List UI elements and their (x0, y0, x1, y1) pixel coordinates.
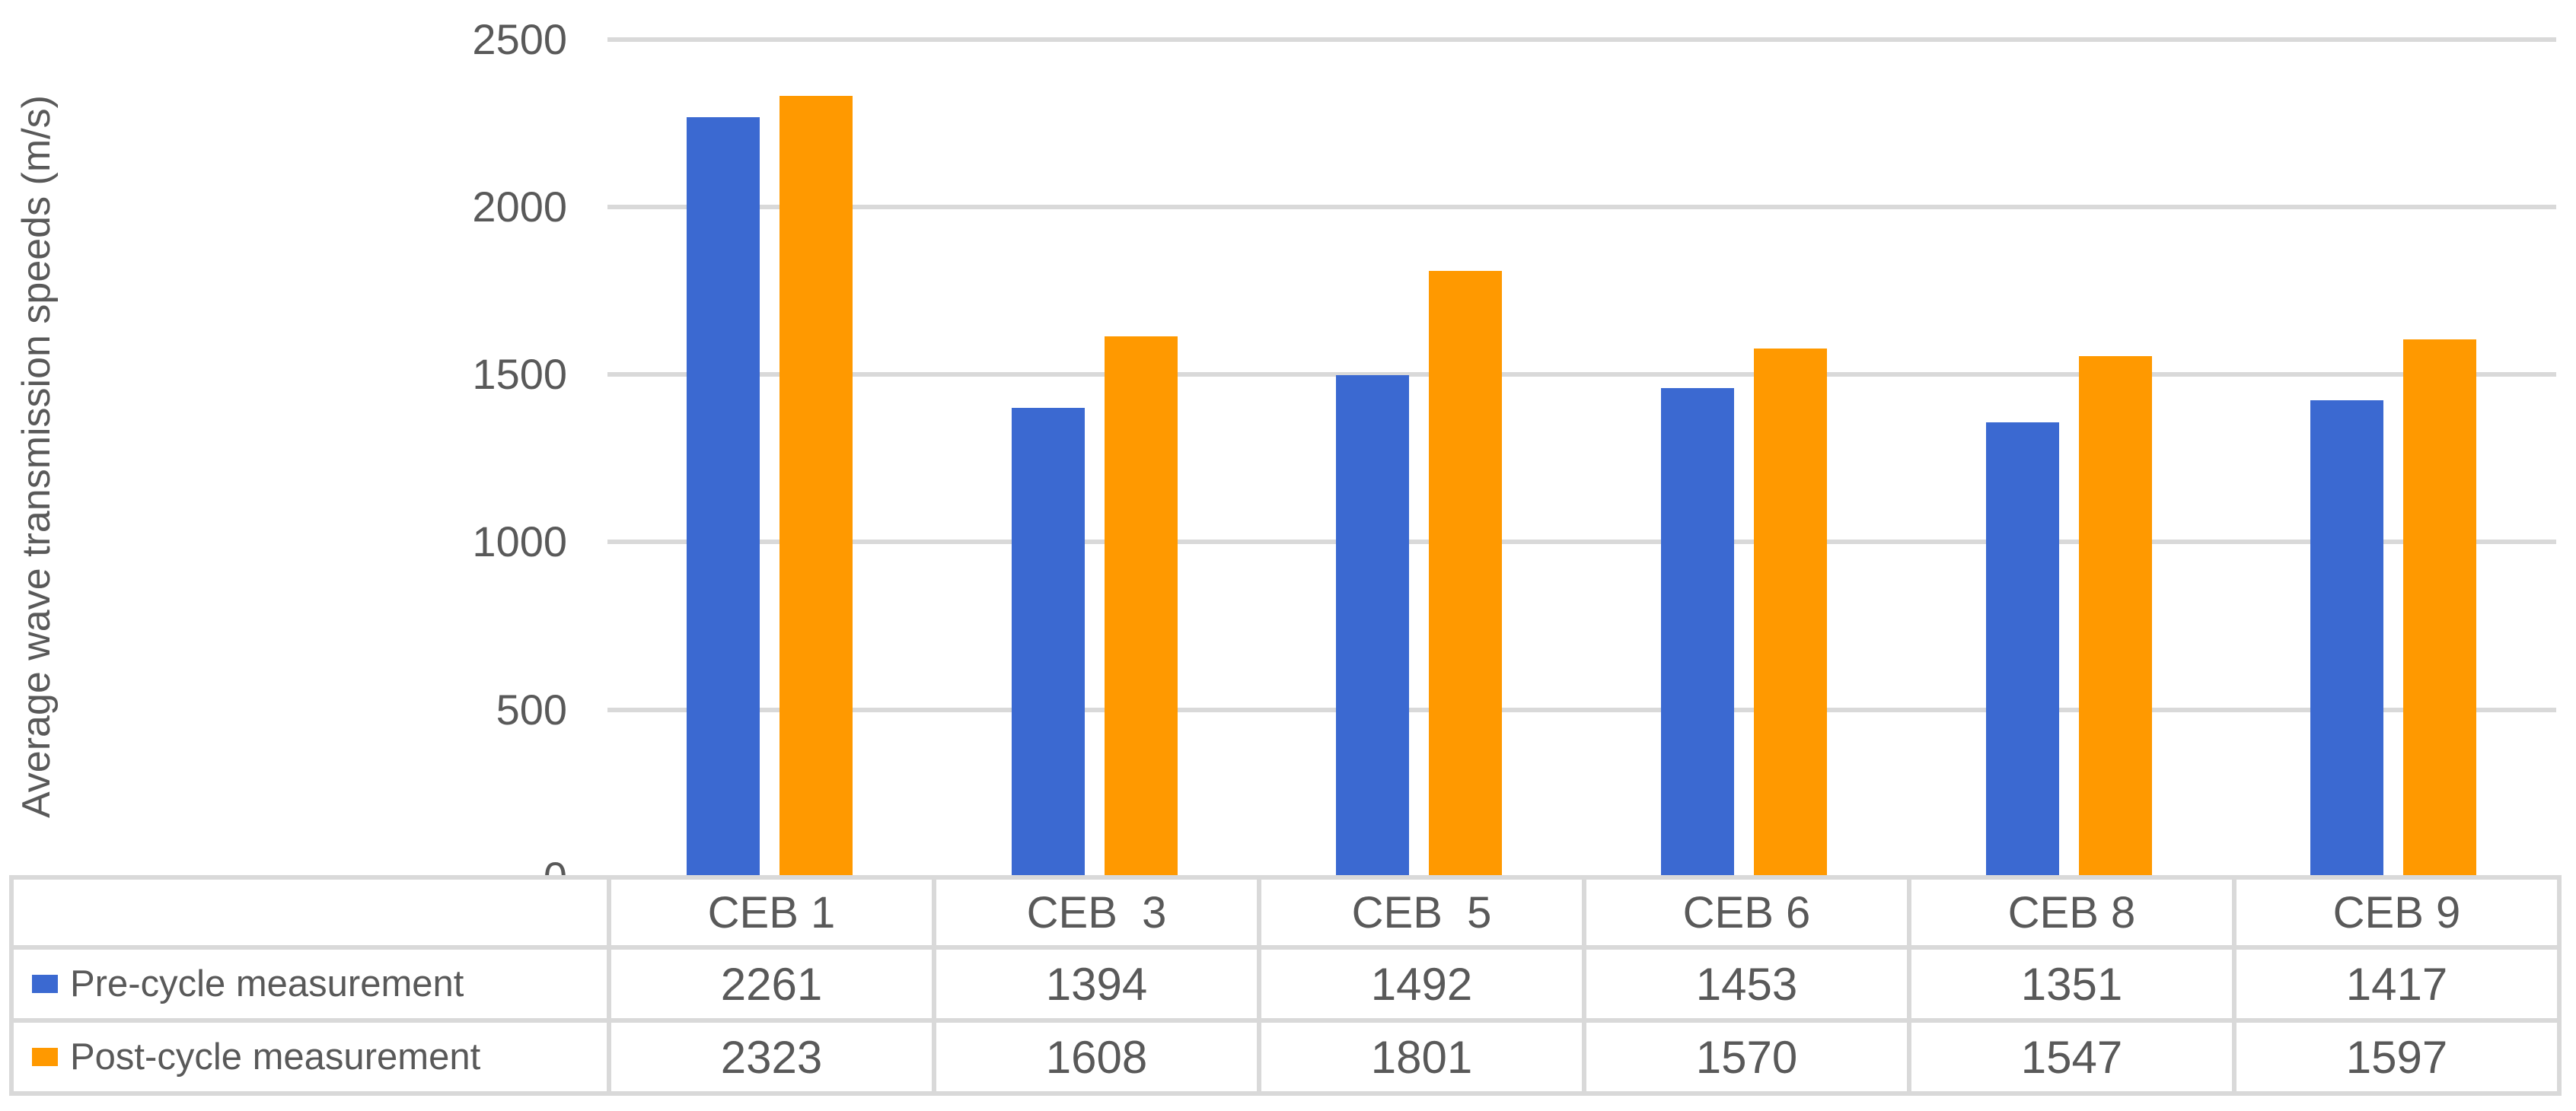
category-header-cell: CEB 8 (1907, 875, 2236, 950)
gridline (607, 372, 2556, 377)
value-cell: 1547 (1907, 1018, 2236, 1096)
bar-post-cycle (1429, 271, 1502, 875)
value-cell: 2261 (607, 945, 936, 1023)
bar-pre-cycle (1336, 375, 1409, 875)
y-tick-label: 500 (496, 685, 567, 734)
bar-post-cycle (2079, 356, 2152, 875)
value-cell: 1597 (2232, 1018, 2562, 1096)
value-cell: 1492 (1257, 945, 1586, 1023)
legend-series-label: Post-cycle measurement (70, 1036, 481, 1078)
bar-post-cycle (2403, 339, 2476, 875)
y-tick-label: 1000 (472, 517, 567, 566)
y-tick-label: 2000 (472, 182, 567, 231)
value-cell: 1453 (1582, 945, 1911, 1023)
table-row: Pre-cycle measurement 2261 1394 1492 1453 135… (9, 945, 2562, 1023)
gridline (607, 540, 2556, 545)
gridline (607, 37, 2556, 42)
category-header-row: CEB 1 CEB 3 CEB 5 CEB 6 CEB 8 CEB 9 (9, 875, 2562, 950)
category-header-cell: CEB 6 (1582, 875, 1911, 950)
value-cell: 1801 (1257, 1018, 1586, 1096)
table-body: CEB 1 CEB 3 CEB 5 CEB 6 CEB 8 CEB 9 Pre-cycle … (9, 875, 2562, 1096)
legend-cell: Pre-cycle measurement (9, 945, 611, 1023)
category-header-cell: CEB 1 (607, 875, 936, 950)
bar-post-cycle (1105, 336, 1178, 875)
bar-pre-cycle (2310, 400, 2383, 875)
y-tick-label: 2500 (472, 14, 567, 63)
value-cell: 1570 (1582, 1018, 1911, 1096)
data-table: CEB 1 CEB 3 CEB 5 CEB 6 CEB 8 CEB 9 Pre-cycle … (9, 875, 2562, 1096)
legend-cell: Post-cycle measurement (9, 1018, 611, 1096)
value-cell: 1417 (2232, 945, 2562, 1023)
spacer-cell (9, 875, 611, 950)
bar-post-cycle (779, 96, 853, 875)
value-cell: 2323 (607, 1018, 936, 1096)
category-header-cell: CEB 9 (2232, 875, 2562, 950)
value-cell: 1394 (932, 945, 1261, 1023)
gridline (607, 204, 2556, 209)
bar-pre-cycle (687, 117, 760, 875)
category-header-cell: CEB 5 (1257, 875, 1586, 950)
category-header-cell: CEB 3 (932, 875, 1261, 950)
value-cell: 1351 (1907, 945, 2236, 1023)
value-cell: 1608 (932, 1018, 1261, 1096)
y-tick-label: 1500 (472, 350, 567, 399)
bar-pre-cycle (1986, 422, 2059, 875)
bar-pre-cycle (1661, 388, 1734, 875)
bar-pre-cycle (1012, 408, 1085, 875)
table-row: Post-cycle measurement 2323 1608 1801 1570 15… (9, 1018, 2562, 1096)
legend-color-swatch (32, 975, 58, 993)
legend-series-label: Pre-cycle measurement (70, 963, 464, 1004)
legend-color-swatch (32, 1048, 58, 1066)
gridline (607, 707, 2556, 712)
bar-post-cycle (1754, 349, 1827, 875)
